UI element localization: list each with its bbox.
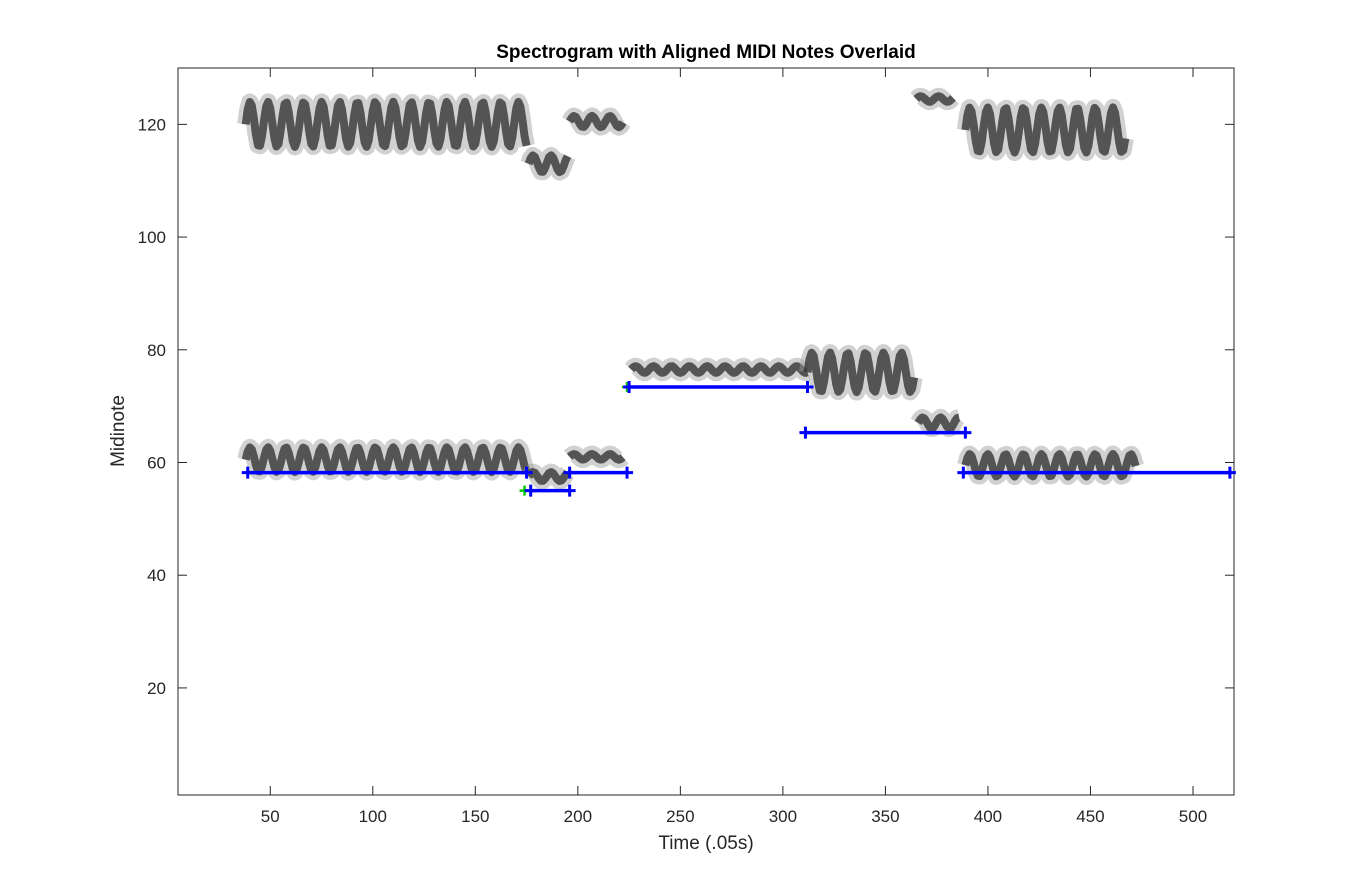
spectrogram-band	[914, 413, 962, 433]
y-tick-label: 60	[147, 453, 166, 472]
x-tick-label: 450	[1076, 807, 1104, 826]
spectrogram-band	[803, 348, 919, 397]
x-tick-label: 250	[666, 807, 694, 826]
plot-area: 50 100 150 200 250 300 350 400 450 500 20 40 60 80 100…	[138, 67, 1236, 826]
spectrogram-band	[628, 362, 810, 377]
y-tick-label: 100	[138, 228, 166, 247]
midi-note-marker	[621, 466, 634, 479]
midi-note-marker	[957, 466, 970, 479]
y-tick-label: 40	[147, 566, 166, 585]
midi-note-marker	[799, 426, 812, 439]
spectrogram-band	[913, 92, 956, 106]
midi-note-marker	[1223, 466, 1236, 479]
spectrogram-band	[525, 468, 571, 485]
y-tick-label: 20	[147, 679, 166, 698]
midi-note-marker	[520, 466, 533, 479]
x-tick-label: 50	[261, 807, 280, 826]
midi-note-marker	[524, 484, 537, 497]
x-tick-label: 100	[359, 807, 387, 826]
x-tick-label: 500	[1179, 807, 1207, 826]
spectrogram-band	[241, 443, 531, 477]
spectrogram-band	[961, 103, 1130, 157]
x-axis-label: Time (.05s)	[658, 833, 753, 854]
midi-note-marker	[623, 380, 636, 393]
y-tick-label: 80	[147, 341, 166, 360]
spectrogram-bands	[237, 87, 1144, 490]
midi-note-marker	[801, 380, 814, 393]
midi-note-marker	[959, 426, 972, 439]
y-tick-label: 120	[138, 115, 166, 134]
axes-box	[177, 67, 1235, 796]
x-tick-label: 350	[871, 807, 899, 826]
x-tick-label: 150	[461, 807, 489, 826]
x-tick-label: 200	[564, 807, 592, 826]
midi-note-marker	[563, 484, 576, 497]
x-tick-label: 400	[974, 807, 1002, 826]
midi-note-marker	[563, 466, 576, 479]
chart-title: Spectrogram with Aligned MIDI Notes Over…	[496, 42, 915, 63]
spectrogram-band	[566, 111, 627, 132]
x-tick-label: 300	[769, 807, 797, 826]
y-axis-label: Midinote	[108, 395, 129, 467]
spectrogram-band	[524, 151, 572, 177]
midi-note-marker	[241, 466, 254, 479]
spectrogram-band	[566, 450, 626, 464]
spectrogram-band	[241, 97, 531, 151]
